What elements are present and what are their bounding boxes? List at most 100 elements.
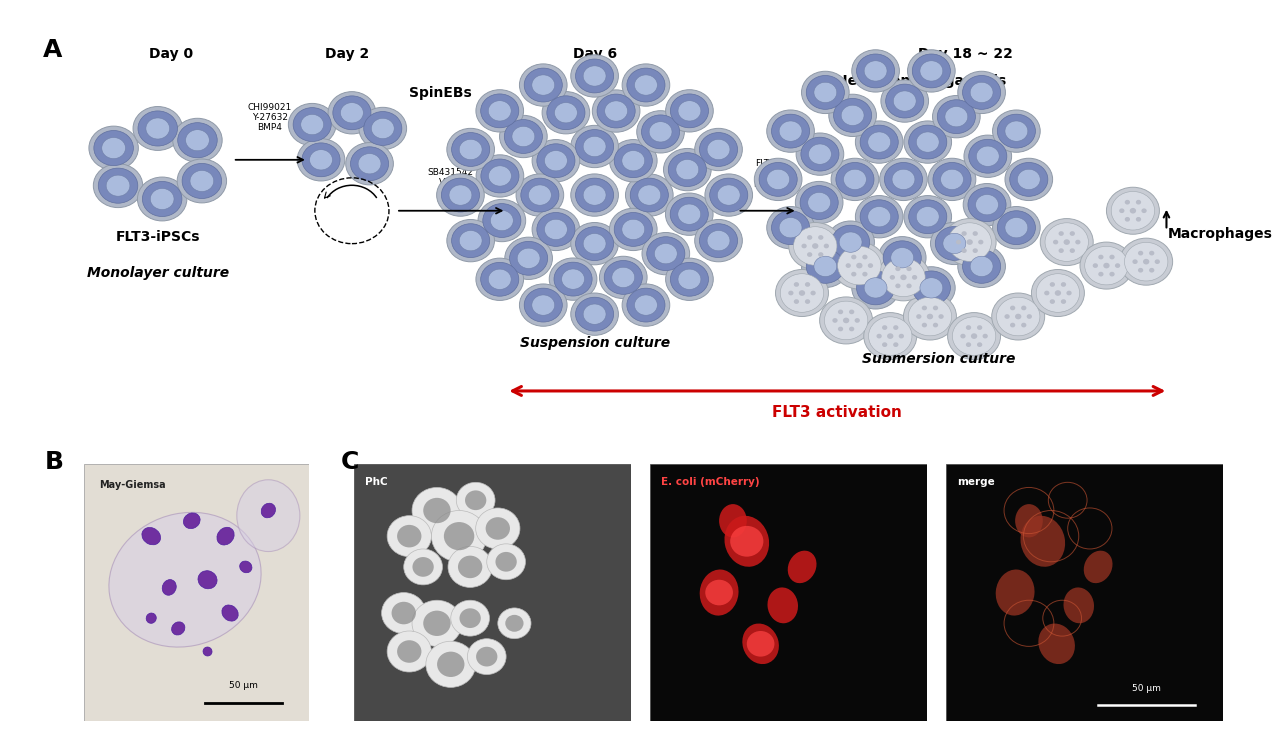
Circle shape [1093,263,1098,268]
Circle shape [678,101,701,121]
Text: A: A [42,39,62,62]
Circle shape [856,195,903,238]
Circle shape [928,158,976,201]
Circle shape [776,270,829,317]
Circle shape [449,185,472,205]
Circle shape [575,129,614,163]
Circle shape [849,310,855,314]
Circle shape [767,207,815,249]
Circle shape [178,123,218,158]
Circle shape [862,272,867,276]
Circle shape [807,252,812,257]
Circle shape [1125,200,1130,204]
Circle shape [896,284,901,288]
Circle shape [1115,263,1120,268]
Text: merge: merge [958,477,995,487]
Circle shape [916,207,940,227]
Circle shape [949,223,991,262]
Circle shape [1063,239,1069,245]
Circle shape [185,130,210,151]
Ellipse shape [218,528,234,545]
Circle shape [642,233,690,275]
Circle shape [638,185,660,205]
Circle shape [933,96,981,137]
Circle shape [992,207,1040,249]
Circle shape [1133,259,1138,264]
Circle shape [1015,314,1022,319]
Circle shape [459,140,483,160]
Circle shape [542,91,589,134]
Circle shape [1149,251,1154,256]
Circle shape [801,186,838,219]
Circle shape [730,526,763,557]
Ellipse shape [1015,504,1042,537]
Circle shape [600,256,647,299]
Circle shape [441,178,480,212]
Circle shape [867,263,873,268]
Circle shape [883,241,921,275]
Circle shape [426,641,476,687]
Ellipse shape [1084,551,1112,583]
Text: FLT3-iPSCs: FLT3-iPSCs [116,230,199,244]
Circle shape [610,208,658,250]
Circle shape [825,301,867,340]
Circle shape [806,250,844,283]
Circle shape [996,297,1040,336]
Circle shape [138,177,187,221]
Ellipse shape [162,580,176,595]
Circle shape [982,334,988,339]
Circle shape [583,136,606,157]
Circle shape [960,334,965,339]
Text: SpinEBs: SpinEBs [409,86,472,100]
Circle shape [537,144,575,178]
Circle shape [970,334,977,339]
Circle shape [970,256,994,276]
Circle shape [627,288,665,322]
Circle shape [1075,240,1081,244]
Circle shape [851,255,856,259]
Circle shape [882,258,925,296]
Circle shape [771,114,810,148]
Circle shape [893,343,898,347]
Ellipse shape [788,551,816,583]
Circle shape [855,318,860,322]
Circle shape [1050,299,1055,304]
Circle shape [654,244,677,264]
Circle shape [529,185,551,205]
Circle shape [846,263,851,268]
Text: FLT3L
IL-6
M-CSF: FLT3L IL-6 M-CSF [753,159,781,189]
Circle shape [907,50,955,92]
Circle shape [532,208,579,250]
Circle shape [1098,272,1103,276]
Circle shape [575,297,614,331]
Circle shape [622,284,669,326]
Circle shape [933,163,972,196]
Circle shape [1036,273,1080,312]
Circle shape [1017,169,1040,189]
Text: Hemogenic organoids: Hemogenic organoids [837,74,1006,88]
Circle shape [555,103,578,123]
Circle shape [350,147,389,181]
Circle shape [1125,217,1130,221]
Circle shape [801,137,839,171]
Circle shape [780,273,824,312]
Text: Macrophages: Macrophages [1169,227,1273,241]
Circle shape [811,291,816,296]
Circle shape [302,143,340,177]
Circle shape [450,600,489,636]
Circle shape [610,140,658,182]
Circle shape [297,139,345,181]
Circle shape [937,100,976,134]
Circle shape [436,174,484,216]
Circle shape [665,193,713,236]
Circle shape [671,262,709,296]
Circle shape [678,269,701,290]
Circle shape [1010,305,1015,311]
Circle shape [707,140,730,160]
Circle shape [813,82,837,103]
Circle shape [498,608,532,639]
Circle shape [387,516,431,557]
Circle shape [1142,208,1147,213]
Circle shape [808,192,830,212]
Circle shape [364,111,402,146]
